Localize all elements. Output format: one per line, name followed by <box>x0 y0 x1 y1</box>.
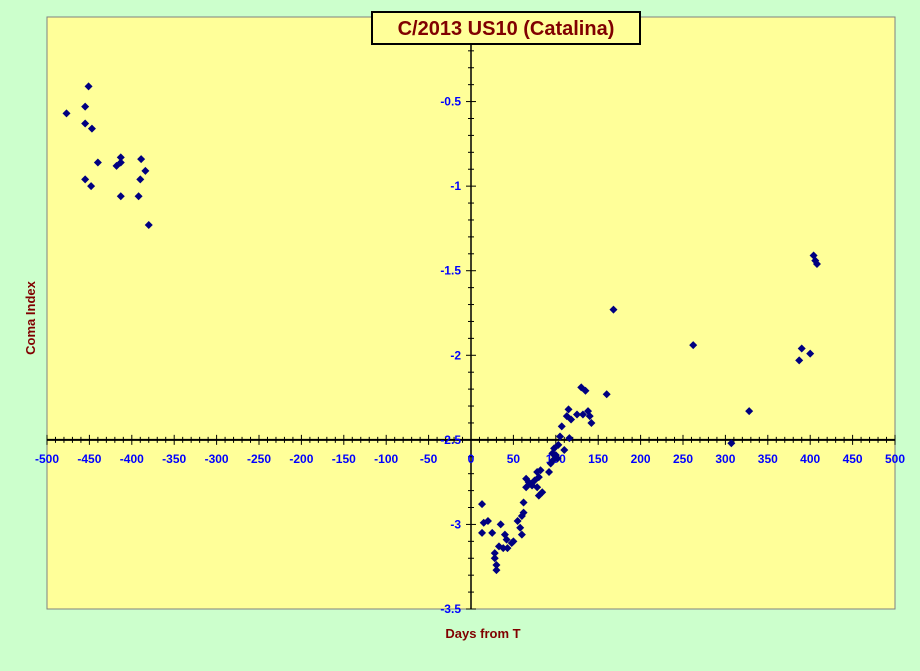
chart-title: C/2013 US10 (Catalina) <box>398 18 615 40</box>
x-tick-label: 300 <box>715 452 735 466</box>
data-point <box>585 412 594 421</box>
x-tick-label: -300 <box>205 452 229 466</box>
x-tick-label: 150 <box>588 452 608 466</box>
data-point <box>87 182 96 191</box>
data-point <box>797 344 806 353</box>
data-point <box>490 549 499 558</box>
data-point <box>806 349 815 358</box>
data-point <box>490 554 499 563</box>
data-point <box>534 473 543 482</box>
x-tick-label: 350 <box>758 452 778 466</box>
data-point <box>560 446 569 455</box>
data-point <box>578 410 587 419</box>
data-point <box>496 520 505 529</box>
data-point <box>509 537 518 546</box>
data-point <box>81 102 90 111</box>
data-point <box>137 155 146 164</box>
y-tick-label: -1 <box>450 179 461 193</box>
data-point <box>478 500 487 509</box>
data-point <box>144 221 153 230</box>
data-point <box>795 356 804 365</box>
data-point <box>745 407 754 416</box>
data-point <box>554 440 563 449</box>
data-point <box>556 432 565 441</box>
data-point <box>567 415 576 424</box>
x-tick-label: -150 <box>332 452 356 466</box>
x-tick-label: -200 <box>289 452 313 466</box>
data-point <box>134 192 143 201</box>
data-point <box>517 530 526 539</box>
data-point <box>492 566 501 575</box>
data-point <box>587 418 596 427</box>
x-tick-label: 500 <box>885 452 905 466</box>
data-point <box>602 390 611 399</box>
y-tick-label: -3.5 <box>440 602 461 616</box>
data-point <box>689 341 698 350</box>
data-point <box>516 523 525 532</box>
x-tick-label: -350 <box>162 452 186 466</box>
x-tick-label: 0 <box>468 452 475 466</box>
data-point <box>812 259 821 268</box>
data-point <box>116 192 125 201</box>
data-point <box>538 488 547 497</box>
chart-title-frame <box>371 11 641 45</box>
data-points <box>62 82 821 575</box>
data-point <box>141 166 150 175</box>
x-tick-label: 200 <box>631 452 651 466</box>
data-point <box>727 439 736 448</box>
data-point <box>81 175 90 184</box>
data-point <box>499 544 508 553</box>
tick-labels: -500 -450 -400 -350 -300 -250 -200 -150 -100 -50 0… <box>35 10 905 616</box>
data-point <box>533 483 542 492</box>
data-point <box>488 528 497 537</box>
x-tick-label: -100 <box>374 452 398 466</box>
data-point <box>573 410 581 419</box>
y-tick-label: -2.5 <box>440 433 461 447</box>
data-point <box>519 508 528 517</box>
data-point <box>81 119 90 128</box>
data-point <box>545 467 554 476</box>
axes <box>46 16 896 610</box>
x-tick-label: -450 <box>77 452 101 466</box>
data-point <box>62 109 71 118</box>
x-axis-title: Days from T <box>445 626 520 641</box>
data-point <box>116 153 125 162</box>
data-point <box>565 434 574 443</box>
y-tick-label: -0.5 <box>440 95 461 109</box>
data-point <box>502 535 511 544</box>
data-point <box>536 466 545 475</box>
data-point <box>513 517 522 526</box>
x-tick-label: 50 <box>507 452 521 466</box>
x-tick-label: -250 <box>247 452 271 466</box>
x-tick-label: 450 <box>843 452 863 466</box>
data-point <box>557 422 566 431</box>
data-point <box>553 454 562 463</box>
x-tick-label: 250 <box>673 452 693 466</box>
data-point <box>503 544 512 553</box>
x-tick-label: -500 <box>35 452 59 466</box>
x-tick-label: 400 <box>800 452 820 466</box>
x-tick-label: -400 <box>120 452 144 466</box>
data-point <box>564 405 573 414</box>
y-tick-label: -1.5 <box>440 264 461 278</box>
data-point <box>492 561 501 570</box>
data-point <box>581 386 590 395</box>
data-point <box>87 124 96 133</box>
chart-title-box: C/2013 US10 (Catalina) <box>371 11 641 45</box>
data-point <box>116 158 125 167</box>
data-point <box>84 82 93 91</box>
data-point <box>483 517 492 526</box>
y-tick-label: -3 <box>450 517 461 531</box>
data-point <box>609 305 618 314</box>
data-point <box>136 175 145 184</box>
data-point <box>478 528 487 537</box>
x-tick-label: -50 <box>420 452 438 466</box>
data-point <box>519 498 528 507</box>
data-point <box>93 158 102 167</box>
y-tick-label: -2 <box>450 348 461 362</box>
y-axis-title: Coma Index <box>23 280 38 354</box>
